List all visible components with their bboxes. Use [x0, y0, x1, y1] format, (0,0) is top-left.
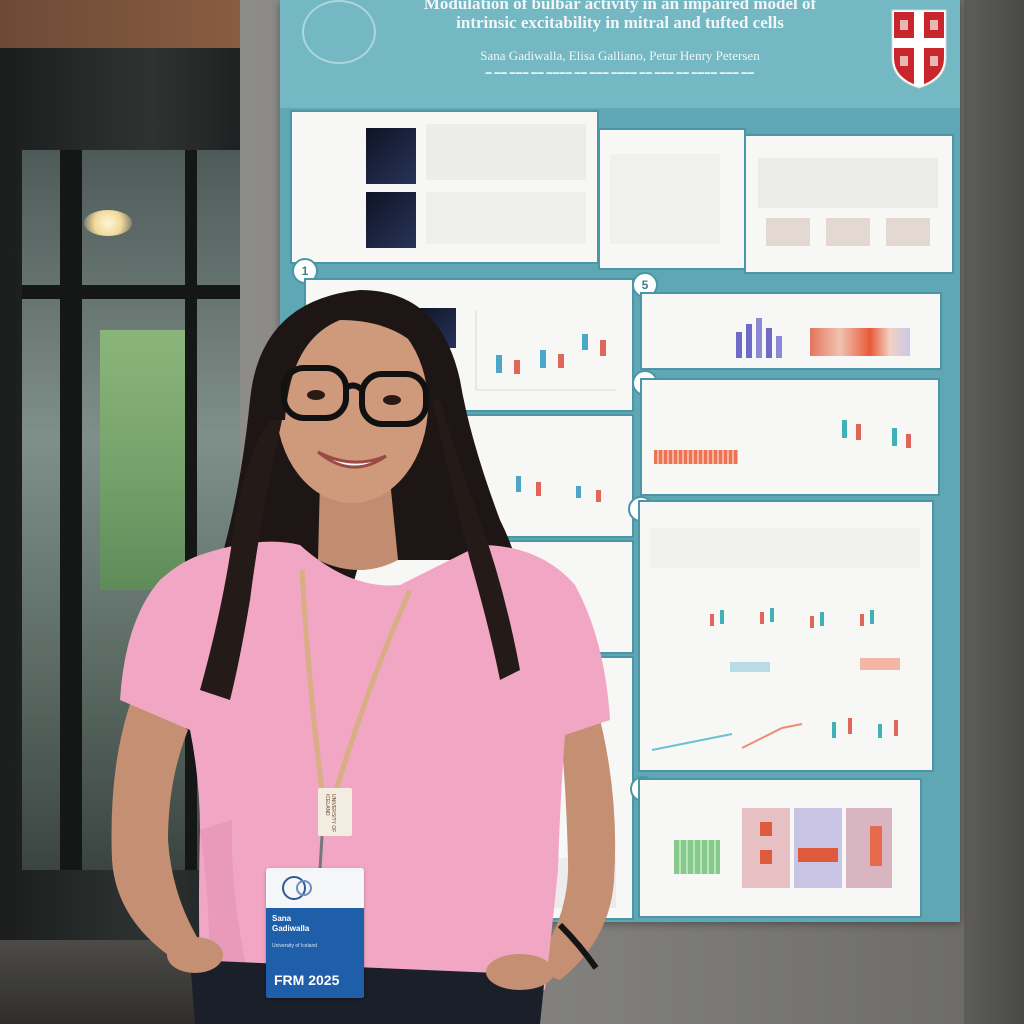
box-plot-figure	[842, 420, 911, 448]
panel-figure	[730, 662, 770, 672]
poster-panel-background	[290, 110, 599, 264]
box-plot-figure	[516, 476, 601, 502]
wood-beam	[0, 0, 250, 48]
name-badge: Sana Gadiwalla University of Iceland FRM…	[266, 868, 364, 998]
box-plot-figure	[475, 310, 616, 391]
conference-logo-icon	[282, 876, 312, 900]
door-mullion	[60, 150, 82, 870]
poster-authors: Sana Gadiwalla, Elisa Galliano, Petur He…	[480, 48, 760, 63]
heatmap-cell	[760, 850, 772, 864]
poster-affiliations: ▬ ▬▬ ▬▬▬ ▬▬ ▬▬▬▬ ▬▬ ▬▬▬ ▬▬▬▬ ▬▬ ▬▬▬ ▬▬ ▬…	[485, 70, 755, 76]
lanyard-tag: UNIVERSITY OF ICELAND	[318, 788, 352, 836]
heatmap-cell	[870, 826, 882, 866]
left-arm	[111, 690, 205, 960]
heatmap-cell	[798, 848, 838, 862]
poster-panel-8	[638, 778, 922, 918]
university-crest-icon	[891, 9, 947, 89]
bar	[746, 324, 752, 358]
university-seal-icon	[302, 0, 376, 64]
panel-text-block	[610, 154, 720, 244]
bar	[736, 332, 742, 358]
poster-title-line2: intrinsic excitability in mitral and tuf…	[456, 13, 784, 32]
bracelet	[557, 922, 599, 970]
poster-panel-conclusions	[744, 134, 954, 274]
badge-organization: University of Iceland	[272, 943, 318, 949]
panel-text-block	[426, 192, 586, 244]
bar-chart-figure	[674, 840, 720, 874]
eyeglasses	[281, 365, 429, 427]
lanyard	[299, 569, 325, 791]
poster-panel-questions	[598, 128, 746, 270]
outside-greenery	[100, 330, 190, 590]
hair-front	[271, 295, 440, 420]
badge-first-name: Sana	[272, 914, 292, 923]
poster-header: Modulation of bulbar activity in an impa…	[280, 0, 960, 108]
badge-logo-area	[266, 868, 364, 908]
badge-last-name: Gadiwalla	[272, 924, 310, 933]
microscopy-image	[366, 128, 416, 184]
histogram-figure	[654, 450, 738, 464]
panel-figure	[886, 218, 930, 246]
hair-side	[200, 420, 282, 700]
heatmap-cell	[846, 808, 892, 888]
heatmap-cell	[742, 808, 790, 888]
bar	[776, 336, 782, 358]
lanyard-tag-text: UNIVERSITY OF ICELAND	[324, 794, 336, 833]
poster-panel-7	[638, 500, 934, 772]
ceiling-lamp	[84, 210, 132, 236]
line-plot-figure	[652, 718, 898, 751]
smile	[317, 450, 387, 469]
hair-side	[432, 400, 520, 680]
heatmap-figure	[742, 808, 892, 888]
poster-panel-6	[640, 378, 940, 496]
panel-figure	[766, 218, 810, 246]
badge-name: Sana Gadiwalla	[272, 914, 309, 934]
panel-text-block	[758, 158, 938, 208]
pink-shirt	[120, 541, 610, 990]
heatmap-cell	[760, 822, 772, 836]
face	[276, 307, 428, 503]
panel-figure	[860, 658, 900, 670]
bar	[756, 318, 762, 358]
box-plot-figure	[710, 608, 874, 628]
poster-title: Modulation of bulbar activity in an impa…	[380, 0, 860, 32]
eye	[307, 390, 325, 400]
panel-text-block	[426, 124, 586, 180]
bar-chart-figure	[732, 312, 792, 358]
bar	[766, 328, 772, 358]
door-mullion	[22, 285, 242, 299]
right-hand	[486, 954, 554, 990]
right-arm	[530, 700, 616, 980]
wall-edge	[964, 0, 1024, 1024]
badge-event: FRM 2025	[274, 972, 340, 988]
badge-blue-band	[266, 908, 364, 998]
heatmap-figure	[810, 328, 910, 356]
panel-figure	[650, 528, 920, 568]
lanyard	[333, 588, 413, 791]
panel-figure	[826, 218, 870, 246]
left-hand	[167, 937, 223, 973]
eye	[383, 395, 401, 405]
badge-clip	[318, 835, 324, 871]
poster-panel-5	[640, 292, 942, 370]
poster-title-line1: Modulation of bulbar activity in an impa…	[423, 0, 817, 13]
microscopy-image	[366, 192, 416, 248]
neck	[318, 480, 398, 570]
